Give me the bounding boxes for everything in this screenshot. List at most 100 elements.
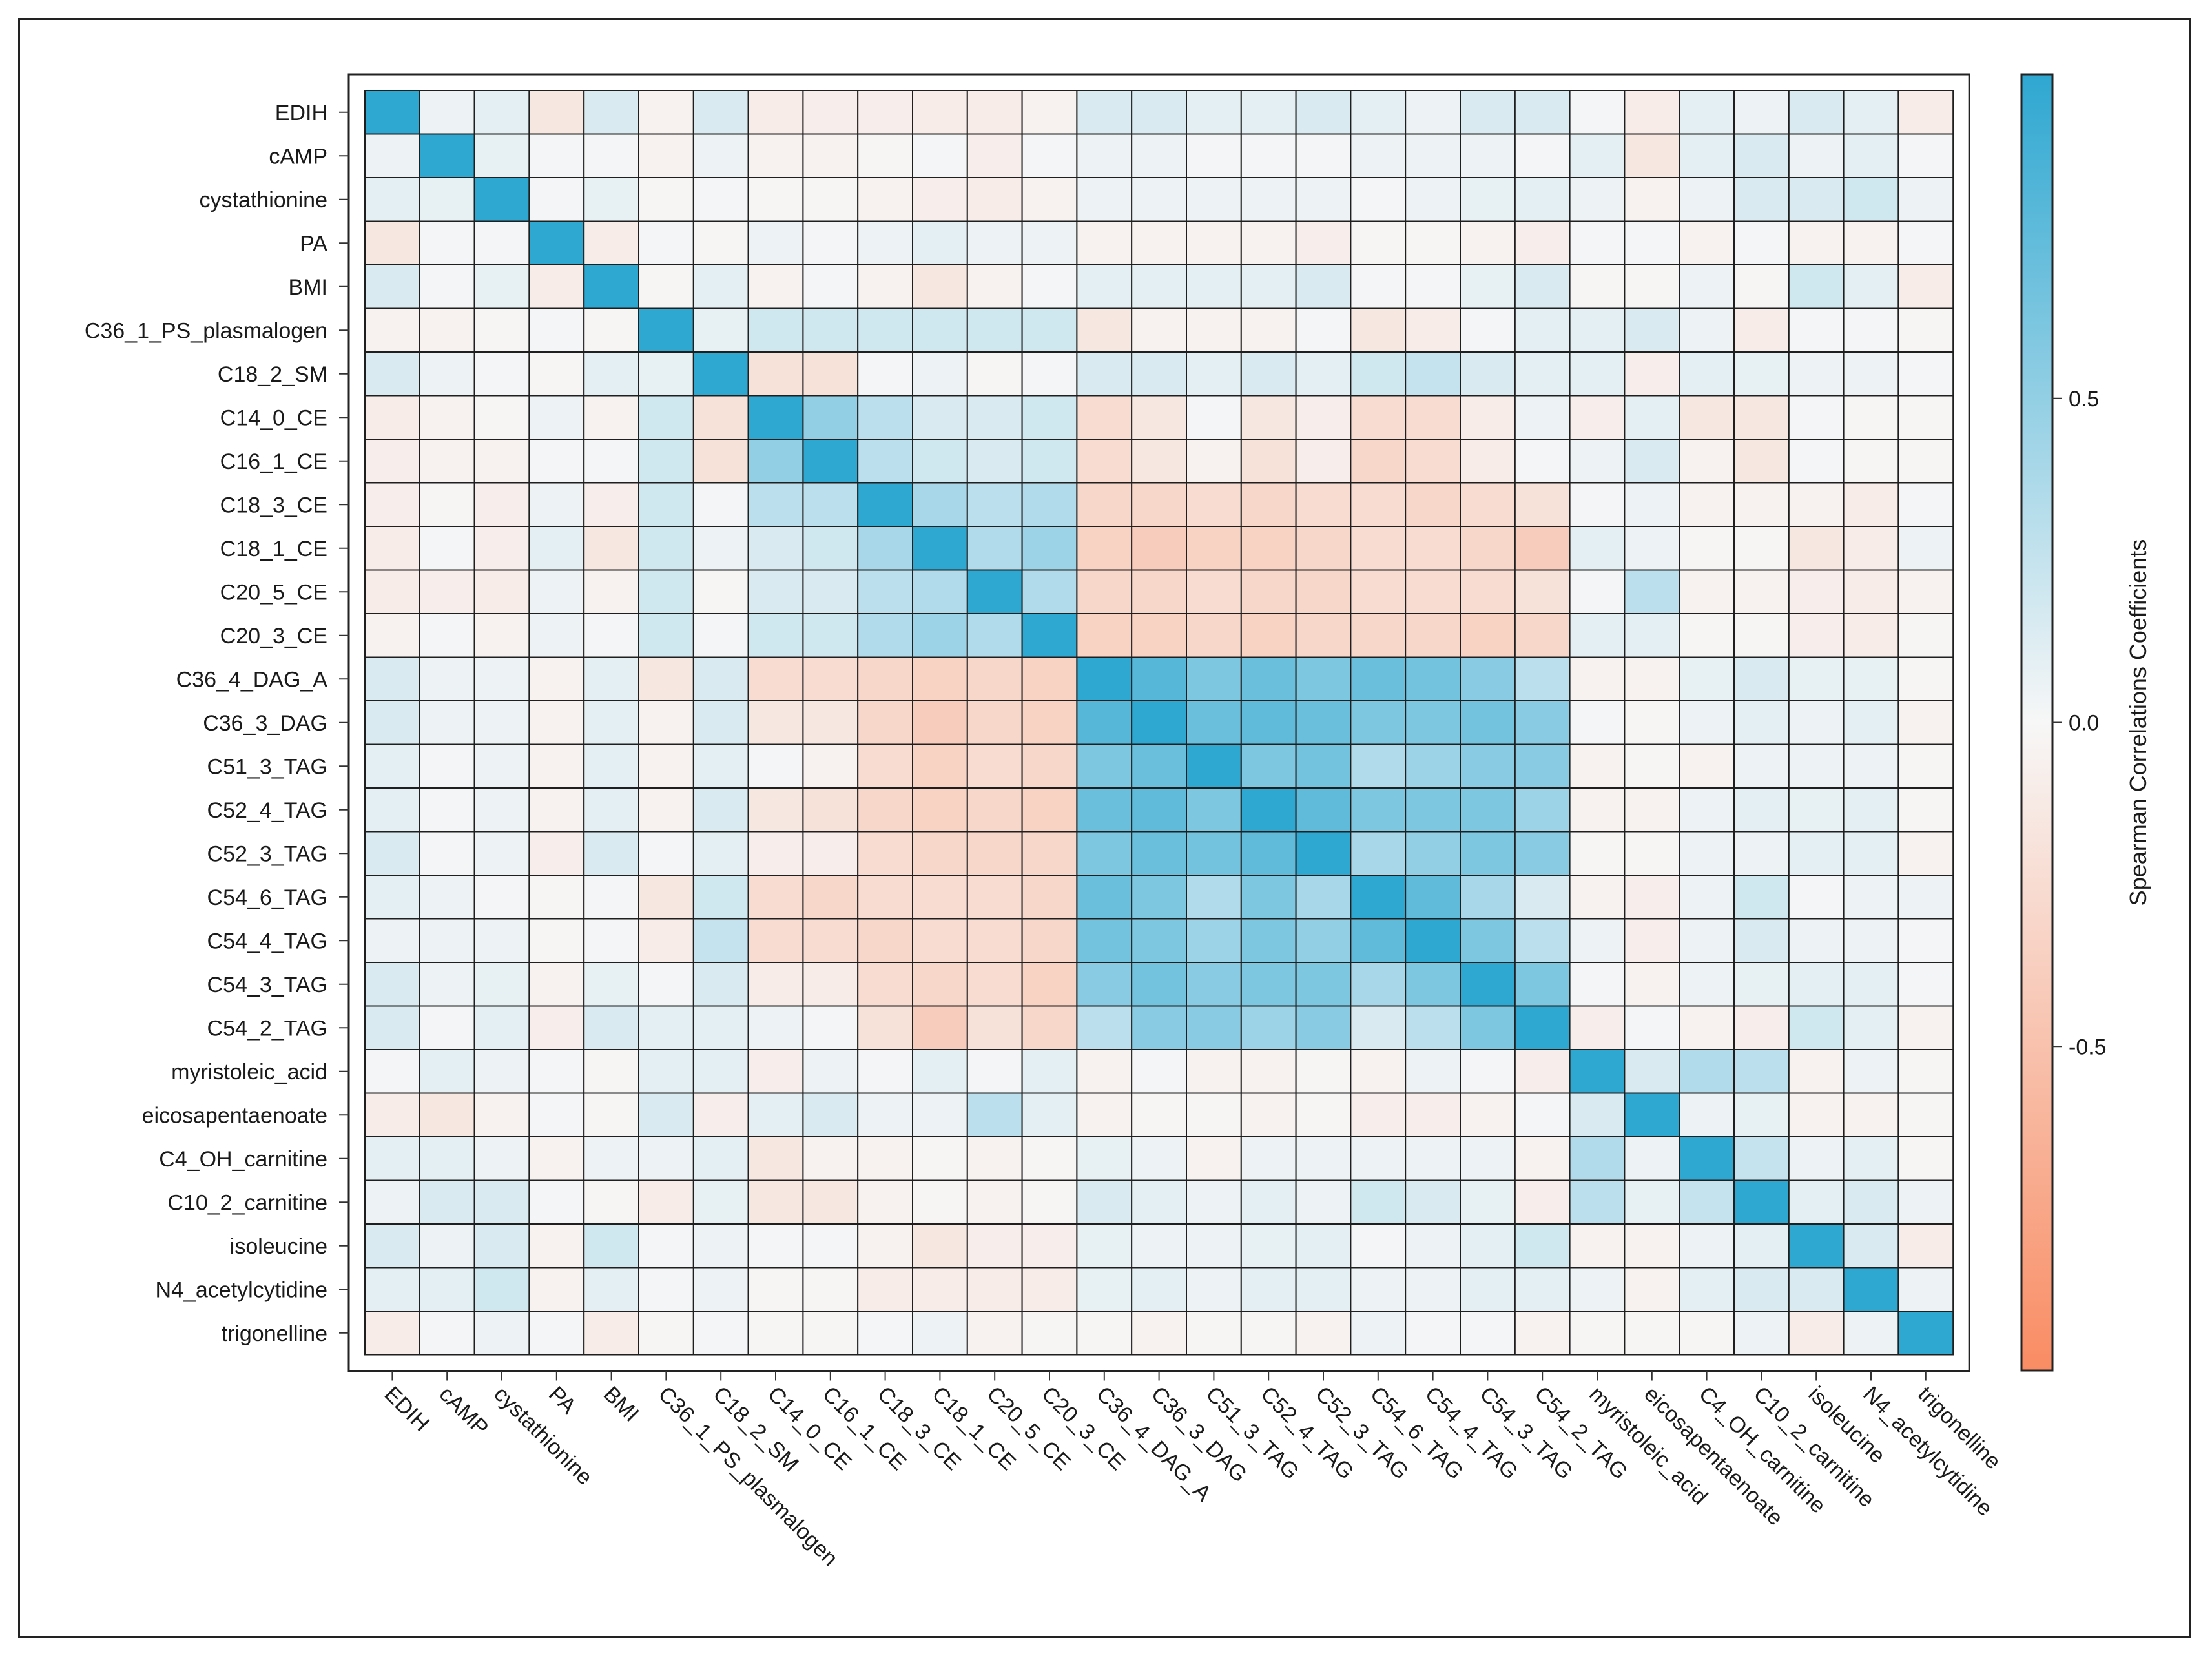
heatmap-cell [1076, 220, 1133, 265]
heatmap-cell [583, 875, 640, 920]
heatmap-cell [1021, 918, 1078, 963]
heatmap-cell [1897, 656, 1954, 701]
heatmap-cell [419, 1092, 475, 1137]
heatmap-cell [692, 439, 749, 484]
y-tick-label: BMI [289, 275, 327, 300]
heatmap-cell [1624, 1179, 1680, 1225]
heatmap-cell [1679, 133, 1735, 178]
heatmap-cell [1679, 831, 1735, 876]
heatmap-cell [1021, 1223, 1078, 1269]
colorbar: 0.5 0.0 -0.5 [2020, 73, 2107, 1372]
heatmap-cell [638, 133, 694, 178]
heatmap-cell [1240, 918, 1297, 963]
heatmap-cell [1131, 1005, 1187, 1050]
heatmap-cell [1733, 482, 1790, 527]
heatmap-cell [638, 1005, 694, 1050]
heatmap-cell [1186, 1267, 1242, 1312]
heatmap-cell [1679, 1005, 1735, 1050]
heatmap-cell [1460, 613, 1516, 658]
heatmap-cell [1514, 1179, 1571, 1225]
heatmap-cell [1733, 264, 1790, 309]
heatmap-cell [966, 569, 1023, 614]
heatmap-cell [1897, 1223, 1954, 1269]
heatmap-cell [1679, 1179, 1735, 1225]
heatmap-cell [1679, 1049, 1735, 1094]
heatmap-cell [1624, 90, 1680, 135]
heatmap-cell [1131, 1092, 1187, 1137]
heatmap-cell [1897, 613, 1954, 658]
heatmap-cell [1021, 787, 1078, 833]
heatmap-cell [1679, 700, 1735, 745]
colorbar-gradient [2020, 73, 2054, 1372]
heatmap-cell [1460, 962, 1516, 1007]
heatmap-cell [1514, 177, 1571, 222]
heatmap-cell [1295, 482, 1352, 527]
heatmap-cell [1076, 351, 1133, 397]
heatmap-cell [692, 656, 749, 701]
heatmap-cell [1843, 569, 1899, 614]
heatmap-cell [1186, 177, 1242, 222]
heatmap-cell [1460, 831, 1516, 876]
heatmap-cell [473, 133, 530, 178]
heatmap-cell [1240, 264, 1297, 309]
heatmap-cell [528, 962, 585, 1007]
heatmap-cell [1624, 220, 1680, 265]
y-tick-label: eicosapentaenoate [142, 1103, 327, 1128]
heatmap-cell [364, 962, 420, 1007]
heatmap-cell [1514, 395, 1571, 440]
heatmap-cell [1186, 526, 1242, 571]
heatmap-cell [1460, 787, 1516, 833]
heatmap-cell [583, 700, 640, 745]
heatmap-cell [638, 1179, 694, 1225]
heatmap-cell [583, 1223, 640, 1269]
heatmap-cell [1295, 918, 1352, 963]
heatmap-cell [638, 656, 694, 701]
heatmap-cell [1733, 656, 1790, 701]
heatmap-cell [1350, 962, 1407, 1007]
heatmap-cell [364, 264, 420, 309]
heatmap-cell [1076, 743, 1133, 789]
heatmap-cell [473, 656, 530, 701]
heatmap-cell [1679, 177, 1735, 222]
heatmap-cell [473, 1005, 530, 1050]
heatmap-cell [1514, 526, 1571, 571]
heatmap-cell [1405, 787, 1461, 833]
heatmap-cell [966, 918, 1023, 963]
heatmap-cell [1460, 482, 1516, 527]
heatmap-cell [1460, 656, 1516, 701]
heatmap-cell [1624, 482, 1680, 527]
heatmap-cell [1788, 1223, 1845, 1269]
heatmap-cell [1788, 351, 1845, 397]
heatmap-cell [1295, 1049, 1352, 1094]
heatmap-cell [747, 439, 804, 484]
heatmap-cell [1021, 1311, 1078, 1356]
heatmap-cell [1679, 962, 1735, 1007]
figure-frame [18, 18, 2191, 1638]
colorbar-tick-label: 0.5 [2069, 387, 2099, 411]
heatmap-cell [1733, 133, 1790, 178]
heatmap-cell [1295, 743, 1352, 789]
heatmap-cell [1076, 1049, 1133, 1094]
heatmap-cell [1240, 1049, 1297, 1094]
heatmap-cell [857, 1267, 913, 1312]
heatmap-cell [528, 439, 585, 484]
heatmap-cell [747, 1092, 804, 1137]
heatmap-cell [966, 439, 1023, 484]
heatmap-cell [528, 1267, 585, 1312]
heatmap-cell [966, 395, 1023, 440]
heatmap-cell [912, 133, 968, 178]
heatmap-cell [1076, 1267, 1133, 1312]
heatmap-cell [1679, 526, 1735, 571]
heatmap-cell [1295, 787, 1352, 833]
heatmap-cell [747, 1179, 804, 1225]
heatmap-cell [1295, 307, 1352, 353]
heatmap-cell [1514, 1092, 1571, 1137]
heatmap-cell [364, 1049, 420, 1094]
heatmap-cell [1788, 1136, 1845, 1181]
heatmap-cell [1350, 569, 1407, 614]
heatmap-cell [1733, 875, 1790, 920]
heatmap-cell [1131, 307, 1187, 353]
heatmap-cell [1131, 395, 1187, 440]
heatmap-cell [1186, 482, 1242, 527]
